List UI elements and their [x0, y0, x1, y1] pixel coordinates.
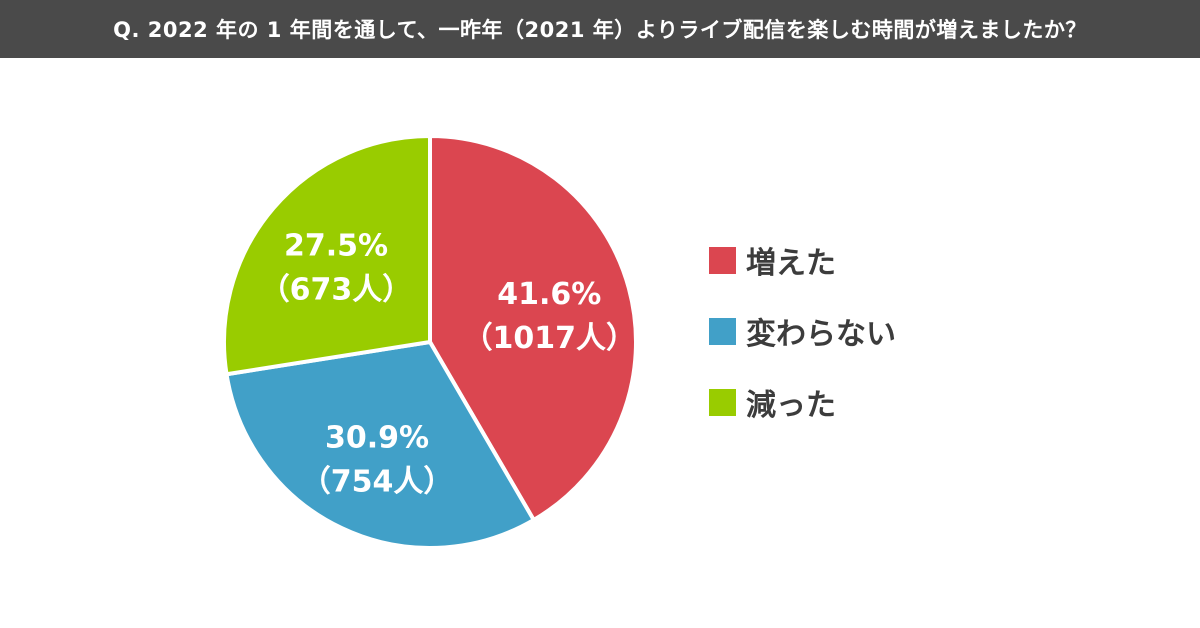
legend-item-unchanged: 変わらない: [709, 312, 896, 352]
pie-slice-decreased: [222, 134, 432, 377]
slice-count-label-decreased: （673人）: [260, 273, 413, 308]
slice-percent-label-increased: 41.6%: [497, 277, 601, 312]
legend-item-decreased: 減った: [709, 383, 896, 423]
legend-item-increased: 増えた: [709, 241, 896, 281]
legend-swatch-increased: [709, 246, 736, 274]
slice-count-label-unchanged: （754人）: [301, 465, 454, 500]
legend-label-decreased: 減った: [746, 388, 836, 423]
pie-chart: 41.6% （1017人） 30.9% （754人） 27.5% （673人）: [222, 134, 638, 550]
pie-slices: [222, 134, 638, 550]
legend-label-increased: 増えた: [746, 246, 836, 281]
slice-count-label-increased: （1017人）: [463, 321, 637, 356]
legend-swatch-decreased: [709, 388, 736, 416]
chart-area: 41.6% （1017人） 30.9% （754人） 27.5% （673人） 増えた 変…: [0, 58, 1200, 628]
pie-labels: 41.6% （1017人） 30.9% （754人） 27.5% （673人）: [260, 229, 636, 500]
chart-legend: 増えた 変わらない 減った: [709, 241, 896, 454]
question-title: Q. 2022 年の 1 年間を通して、一昨年（2021 年）よりライブ配信を楽…: [113, 18, 1087, 42]
slice-percent-label-decreased: 27.5%: [284, 229, 388, 264]
question-header: Q. 2022 年の 1 年間を通して、一昨年（2021 年）よりライブ配信を楽…: [0, 0, 1200, 58]
pie-slice-increased: [428, 134, 638, 522]
legend-swatch-unchanged: [709, 317, 736, 345]
pie-slice-unchanged: [224, 340, 536, 550]
legend-label-unchanged: 変わらない: [746, 317, 896, 352]
slice-percent-label-unchanged: 30.9%: [325, 421, 429, 456]
